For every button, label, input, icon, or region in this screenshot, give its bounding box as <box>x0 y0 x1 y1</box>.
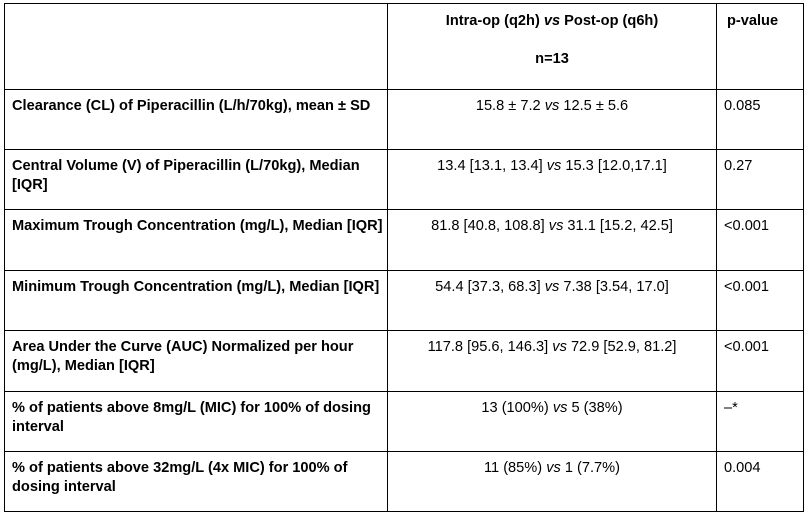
header-sample-size: n=13 <box>535 51 569 67</box>
table-row: Maximum Trough Concentration (mg/L), Med… <box>4 209 804 271</box>
row-label: Central Volume (V) of Piperacillin (L/70… <box>4 149 388 210</box>
row-p-value: 0.27 <box>716 149 804 210</box>
row-comparison-value: 13.4 [13.1, 13.4] vs 15.3 [12.0,17.1] <box>387 149 717 210</box>
table-header-row: Intra-op (q2h) vs Post-op (q6h) n=13 p-va… <box>4 3 804 90</box>
row-p-value: 0.004 <box>716 451 804 512</box>
vs-label: vs <box>544 98 560 114</box>
vs-label: vs <box>552 339 567 355</box>
header-intraop-label: Intra-op (q2h) <box>445 13 540 29</box>
row-label: Maximum Trough Concentration (mg/L), Med… <box>4 209 388 271</box>
row-label: Clearance (CL) of Piperacillin (L/h/70kg… <box>4 89 388 150</box>
row-comparison-value: 15.8 ± 7.2 vs 12.5 ± 5.6 <box>387 89 717 150</box>
postop-value: 5 (38%) <box>571 400 623 416</box>
header-cell-comparison: Intra-op (q2h) vs Post-op (q6h) n=13 <box>387 3 717 90</box>
intraop-value: 11 (85%) <box>483 460 543 476</box>
postop-value: 12.5 ± 5.6 <box>563 98 629 114</box>
row-p-value: 0.085 <box>716 89 804 150</box>
postop-value: 31.1 [15.2, 42.5] <box>567 218 673 234</box>
table-row: Area Under the Curve (AUC) Normalized pe… <box>4 330 804 392</box>
vs-label: vs <box>544 279 560 295</box>
row-label: % of patients above 8mg/L (MIC) for 100%… <box>4 391 388 452</box>
table-row: % of patients above 8mg/L (MIC) for 100%… <box>4 391 804 452</box>
header-cell-parameter <box>4 3 388 90</box>
row-comparison-value: 13 (100%) vs 5 (38%) <box>387 391 717 452</box>
postop-value: 15.3 [12.0,17.1] <box>565 158 667 174</box>
vs-label: vs <box>546 158 562 174</box>
postop-value: 1 (7.7%) <box>564 460 620 476</box>
postop-value: 7.38 [3.54, 17.0] <box>563 279 669 295</box>
row-comparison-value: 54.4 [37.3, 68.3] vs 7.38 [3.54, 17.0] <box>387 270 717 331</box>
pk-comparison-table: Intra-op (q2h) vs Post-op (q6h) n=13 p-va… <box>4 3 804 512</box>
header-postop-label: Post-op (q6h) <box>564 13 659 29</box>
vs-label: vs <box>552 400 568 416</box>
intraop-value: 15.8 ± 7.2 <box>475 98 541 114</box>
intraop-value: 54.4 [37.3, 68.3] <box>435 279 541 295</box>
intraop-value: 13.4 [13.1, 13.4] <box>437 158 543 174</box>
postop-value: 72.9 [52.9, 81.2] <box>570 339 677 355</box>
vs-label: vs <box>546 460 561 476</box>
header-cell-pvalue: p-value <box>716 3 804 90</box>
row-label: % of patients above 32mg/L (4x MIC) for … <box>4 451 388 512</box>
row-comparison-value: 81.8 [40.8, 108.8] vs 31.1 [15.2, 42.5] <box>387 209 717 271</box>
intraop-value: 81.8 [40.8, 108.8] <box>431 218 545 234</box>
intraop-value: 117.8 [95.6, 146.3] <box>427 339 549 355</box>
row-label: Area Under the Curve (AUC) Normalized pe… <box>4 330 388 392</box>
row-comparison-value: 11 (85%) vs 1 (7.7%) <box>387 451 717 512</box>
row-p-value: –* <box>716 391 804 452</box>
row-label: Minimum Trough Concentration (mg/L), Med… <box>4 270 388 331</box>
vs-label: vs <box>548 218 564 234</box>
table-row: % of patients above 32mg/L (4x MIC) for … <box>4 451 804 512</box>
intraop-value: 13 (100%) <box>481 400 549 416</box>
header-vs-label: vs <box>543 13 561 29</box>
table-row: Clearance (CL) of Piperacillin (L/h/70kg… <box>4 89 804 150</box>
row-p-value: <0.001 <box>716 209 804 271</box>
row-p-value: <0.001 <box>716 330 804 392</box>
row-p-value: <0.001 <box>716 270 804 331</box>
row-comparison-value: 117.8 [95.6, 146.3] vs 72.9 [52.9, 81.2] <box>387 330 717 392</box>
table-row: Central Volume (V) of Piperacillin (L/70… <box>4 149 804 210</box>
table-row: Minimum Trough Concentration (mg/L), Med… <box>4 270 804 331</box>
